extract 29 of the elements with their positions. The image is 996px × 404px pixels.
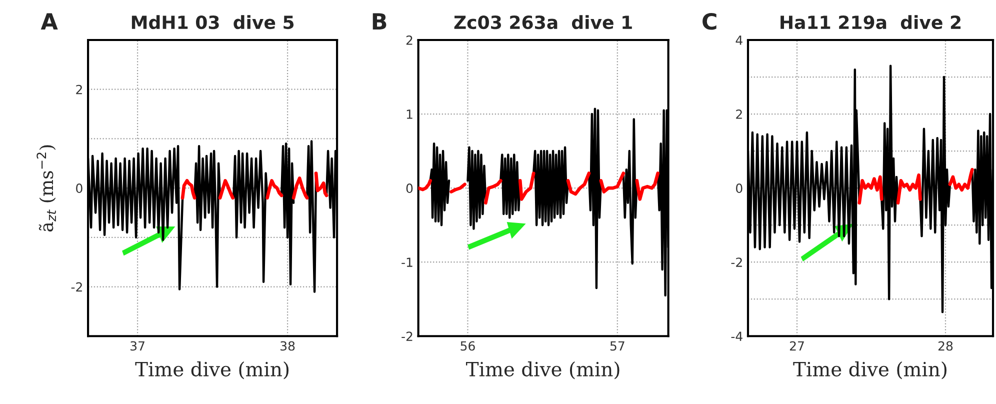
y-tick-label: -2 — [71, 282, 82, 292]
chart-title: MdH1 03 dive 5 — [132, 15, 294, 30]
x-tick-label: 57 — [610, 341, 624, 351]
x-axis-title: Time dive (min) — [135, 361, 289, 380]
text: B — [372, 13, 386, 30]
y-axis-title: ã$_{zt}$ (ms$^{−2}$) — [36, 145, 56, 232]
chart-title: Ha11 219a dive 2 — [780, 15, 960, 30]
x-tick-label: 56 — [460, 341, 475, 351]
y-tick-label: 0 — [76, 184, 82, 193]
y-tick-label: 2 — [736, 110, 742, 119]
y-tick-label: -2 — [731, 258, 742, 267]
y-tick-label: 0 — [736, 184, 742, 193]
y-tick-label: -4 — [731, 332, 742, 341]
chart-title: Zc03 263a dive 1 — [454, 15, 632, 30]
y-tick-label: 1 — [406, 110, 412, 119]
y-tick-label: -2 — [402, 332, 412, 341]
y-tick-label: 2 — [406, 35, 412, 45]
x-tick-label: 27 — [790, 341, 804, 350]
x-tick-label: 28 — [938, 341, 953, 351]
x-axis-title: Time dive (min) — [793, 361, 946, 380]
y-tick-label: 0 — [406, 184, 413, 193]
y-tick-label: -1 — [402, 258, 412, 267]
x-tick-label: 38 — [280, 341, 295, 351]
text: A — [40, 13, 58, 30]
x-tick-label: 37 — [130, 341, 144, 351]
text: C — [702, 12, 716, 30]
y-tick-label: 2 — [76, 84, 82, 94]
x-axis-title: Time dive (min) — [466, 361, 620, 380]
y-tick-label: 4 — [736, 36, 742, 45]
